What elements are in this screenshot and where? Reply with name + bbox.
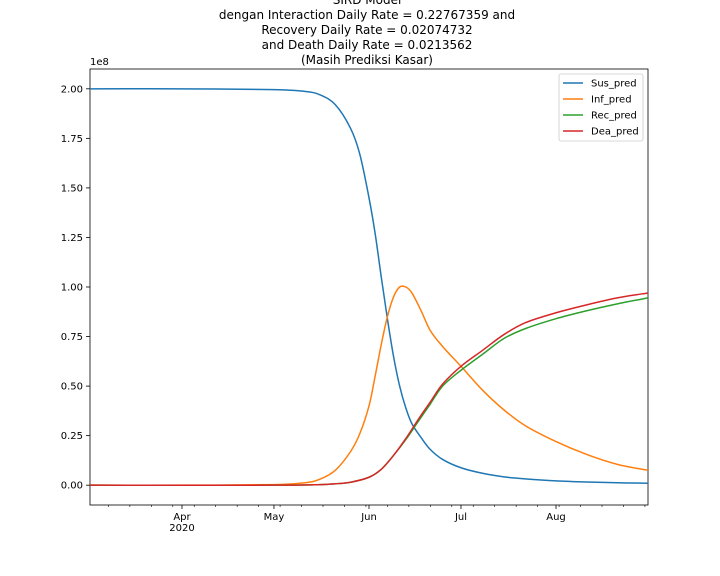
- series-line-sus-pred: [89, 88, 649, 484]
- x-axis: Apr May Jun Jul Aug: [108, 505, 646, 523]
- series-line-inf-pred: [89, 285, 649, 486]
- series-line-dea-pred: [89, 292, 649, 486]
- y-tick-label: 0.75: [61, 332, 83, 343]
- title-line: (Masih Prediksi Kasar): [301, 53, 433, 67]
- x-tick-label: Aug: [546, 512, 566, 523]
- x-tick-label: Jul: [454, 512, 467, 523]
- legend-label: Sus_pred: [591, 79, 637, 90]
- legend-box: [558, 73, 644, 142]
- y-multiplier-label: 1e8: [90, 57, 109, 68]
- title-line: and Death Daily Rate = 0.0213562: [262, 38, 473, 52]
- x-tick-label: Jun: [360, 512, 377, 523]
- title-line: Recovery Daily Rate = 0.02074732: [261, 23, 472, 37]
- legend: Sus_pred Inf_pred Rec_pred Dea_pred: [558, 73, 644, 142]
- x-tick-label: Apr: [173, 512, 191, 523]
- legend-label: Dea_pred: [591, 127, 639, 138]
- y-tick-label: 2.00: [61, 84, 83, 95]
- x-tick-label: May: [264, 512, 285, 523]
- title-line: SIRD Model: [333, 0, 402, 7]
- legend-label: Inf_pred: [591, 95, 632, 106]
- y-tick-label: 0.25: [61, 431, 83, 442]
- series-line-rec-pred: [89, 297, 649, 486]
- y-tick-label: 0.50: [61, 382, 83, 393]
- x-year-label: 2020: [169, 523, 194, 534]
- y-tick-label: 1.00: [61, 283, 83, 294]
- y-tick-label: 1.75: [61, 134, 83, 145]
- title-line: dengan Interaction Daily Rate = 0.227673…: [219, 8, 515, 22]
- y-tick-label: 1.25: [61, 233, 83, 244]
- legend-label: Rec_pred: [591, 111, 637, 122]
- y-tick-label: 1.50: [61, 183, 83, 194]
- y-axis: 0.00 0.25 0.50 0.75 1.00 1.25 1.50 1.75 2.00: [61, 84, 90, 492]
- y-tick-label: 0.00: [61, 481, 83, 492]
- series-lines: [89, 88, 649, 486]
